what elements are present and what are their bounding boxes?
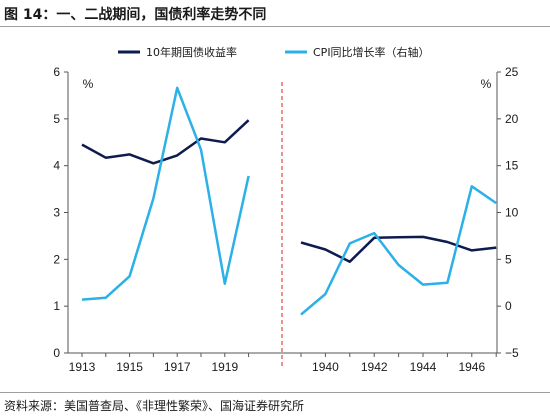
x-tick-label: 1942 [361, 360, 388, 374]
figure-title-bar: 图 14：一、二战期间，国债利率走势不同 [0, 0, 550, 27]
x-tick-label: 1913 [69, 360, 96, 374]
x-tick-label: 1944 [410, 360, 437, 374]
right-tick-label: 10 [505, 206, 519, 220]
cpi-line-panel-1 [81, 86, 250, 301]
legend-label: CPI同比增长率（右轴） [313, 45, 430, 59]
line-chart: 0 1 2 3 4 5 6 −5 0 5 10 15 20 25% % 1913 1915 1917 1919 194… [53, 45, 519, 374]
x-tick-label: 1919 [211, 360, 238, 374]
left-tick-label: 4 [53, 159, 60, 173]
cpi-line-panel-2 [300, 185, 497, 316]
left-tick-label: 1 [53, 299, 60, 313]
right-tick-label: 5 [505, 252, 512, 266]
right-tick-label: −5 [505, 346, 519, 360]
x-tick-label: 1940 [312, 360, 339, 374]
right-axis-unit: % [481, 77, 492, 91]
figure-source: 资料来源：美国普查局、《非理性繁荣》、国海证券研究所 [4, 399, 305, 413]
source-bar: 资料来源：美国普查局、《非理性繁荣》、国海证券研究所 [0, 392, 550, 416]
x-tick-label: 1946 [458, 360, 485, 374]
right-tick-label: 25 [505, 65, 519, 79]
yield-line-panel-1 [81, 119, 250, 165]
left-tick-label: 2 [53, 252, 60, 266]
left-tick-label: 5 [53, 112, 60, 126]
right-tick-label: 0 [505, 299, 512, 313]
right-tick-label: 15 [505, 159, 519, 173]
left-tick-label: 3 [53, 206, 60, 220]
legend-label: 10年期国债收益率 [146, 45, 237, 59]
x-tick-label: 1915 [116, 360, 143, 374]
left-axis-unit: % [83, 77, 94, 91]
figure-title: 图 14：一、二战期间，国债利率走势不同 [4, 7, 267, 23]
x-tick-label: 1917 [164, 360, 191, 374]
right-tick-label: 20 [505, 112, 519, 126]
left-tick-label: 0 [53, 346, 60, 360]
left-tick-label: 6 [53, 65, 60, 79]
yield-line-panel-2 [300, 235, 497, 263]
